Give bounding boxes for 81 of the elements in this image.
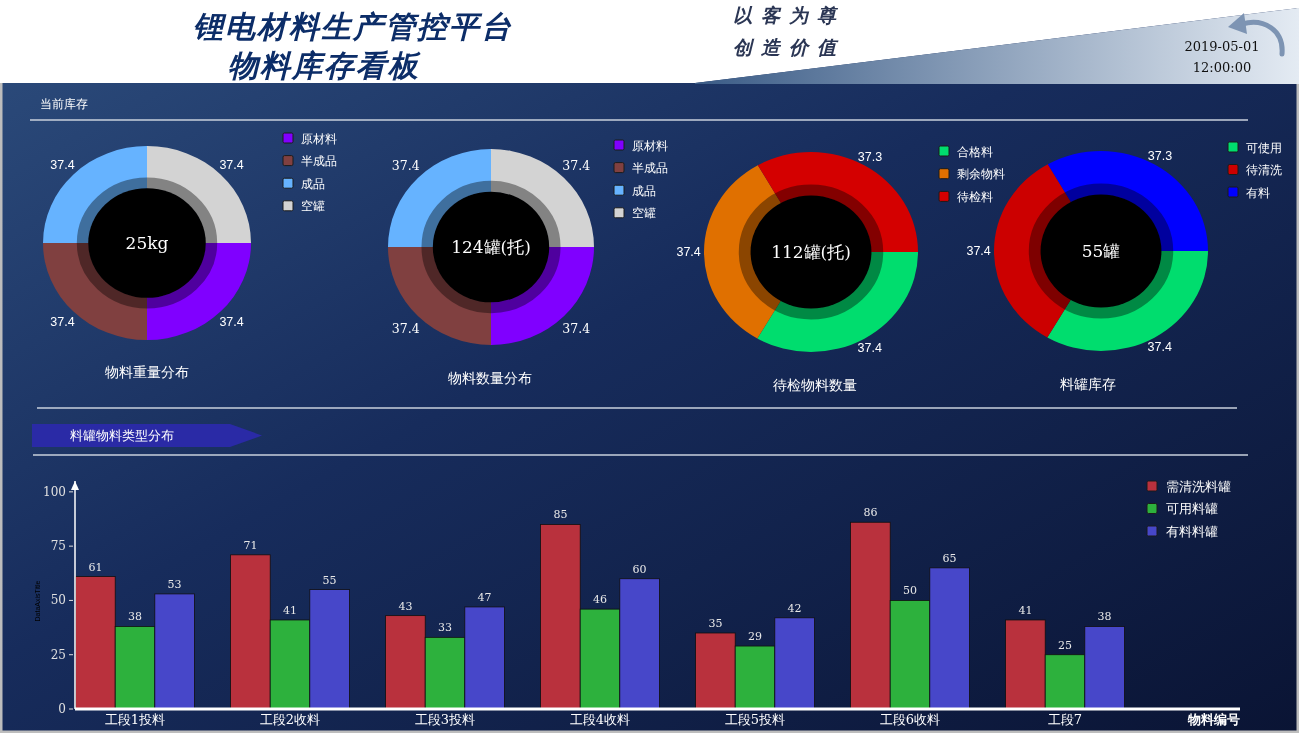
text: 112罐(托) <box>771 242 851 262</box>
data-label: 37.4 <box>219 315 244 330</box>
data-label: 37.4 <box>676 245 701 260</box>
data-label: 33 <box>438 621 452 635</box>
x-tick-label: 工段4收料 <box>569 712 631 727</box>
data-label: 37.4 <box>50 315 75 330</box>
text: 55罐 <box>1081 241 1121 261</box>
legend-label: 有料料罐 <box>1166 523 1218 539</box>
legend-label: 半成品 <box>632 161 668 176</box>
text: 25kg <box>125 233 169 253</box>
data-label: 37.4 <box>857 340 882 355</box>
text: 物料库存看板 <box>228 49 421 82</box>
data-label: 37.3 <box>857 150 883 165</box>
x-tick-label: 工段5投料 <box>724 712 786 727</box>
text: 物料数量分布 <box>448 370 532 386</box>
legend-label: 空罐 <box>632 206 656 221</box>
legend-label: 合格料 <box>957 144 993 159</box>
x-tick-label: 工段6收料 <box>879 712 941 727</box>
data-label: 60 <box>632 562 647 576</box>
legend-label: 有料 <box>1246 185 1270 200</box>
legend-label: 可使用 <box>1246 140 1282 155</box>
data-label: 43 <box>398 599 413 613</box>
text: 124罐(托) <box>451 237 531 257</box>
legend-label: 待清洗 <box>1246 163 1282 177</box>
data-label: 29 <box>748 630 762 644</box>
legend-label: 待检料 <box>957 189 993 204</box>
data-label: 55 <box>322 573 337 587</box>
data-label: 25 <box>1058 638 1072 652</box>
y-tick-label: 100 <box>43 484 66 499</box>
data-label: 61 <box>88 560 103 574</box>
data-label: 41 <box>1018 603 1033 617</box>
x-tick-label: 工段1投料 <box>104 712 166 727</box>
data-label: 37.3 <box>1147 149 1173 164</box>
data-label: 38 <box>1097 610 1112 624</box>
data-label: 85 <box>553 508 568 522</box>
text: 物料重量分布 <box>105 364 189 380</box>
data-label: 35 <box>708 617 723 630</box>
text: 待检物料数量 <box>773 377 857 393</box>
x-tick-label: 工段2收料 <box>259 712 321 727</box>
data-label: 37.4 <box>391 158 420 174</box>
text: 当前库存 <box>40 97 88 111</box>
data-label: 37.4 <box>562 320 591 336</box>
x-tick-label: 工段3投料 <box>414 712 476 727</box>
text: 2019-05-01 <box>1184 39 1260 54</box>
text: 创造价值 <box>733 36 845 58</box>
legend-label: 可用料罐 <box>1166 501 1218 516</box>
data-label: 53 <box>167 577 182 591</box>
data-label: 50 <box>903 584 917 598</box>
data-label: 42 <box>787 601 802 615</box>
x-axis-title: 物料编号 <box>1187 712 1240 727</box>
data-label: 86 <box>863 506 878 520</box>
text: 锂电材料生产管控平台 <box>193 10 513 43</box>
data-label: 46 <box>593 593 607 607</box>
data-label: 37.4 <box>966 244 991 259</box>
legend-label: 原材料 <box>301 131 337 146</box>
data-label: 37.4 <box>391 320 420 336</box>
data-label: 37.4 <box>562 158 591 174</box>
text: 12:00:00 <box>1192 60 1252 75</box>
legend-label: 空罐 <box>301 199 325 214</box>
text: 料罐库存 <box>1060 376 1116 392</box>
data-label: 37.4 <box>219 157 244 172</box>
y-tick-label: 75 <box>50 539 66 554</box>
x-tick-label: 工段7 <box>1047 712 1083 727</box>
data-label: 38 <box>128 610 142 624</box>
data-label: 41 <box>283 603 297 617</box>
legend-label: 成品 <box>632 183 656 198</box>
y-tick-label: 50 <box>50 593 66 608</box>
chart-title: 料罐物料类型分布 <box>70 428 174 443</box>
text: 以客为尊 <box>733 4 845 26</box>
legend-label: 需清洗料罐 <box>1166 478 1231 494</box>
data-label: 47 <box>477 590 492 604</box>
y-tick-label: 0 <box>58 702 66 716</box>
data-label: 65 <box>942 551 957 565</box>
y-tick-label: 25 <box>50 647 66 662</box>
data-label: 37.4 <box>50 157 75 172</box>
legend-label: 剩余物料 <box>957 167 1005 182</box>
legend-label: 原材料 <box>632 138 668 153</box>
data-label: 71 <box>243 538 258 552</box>
legend-label: 成品 <box>301 176 325 191</box>
legend-label: 半成品 <box>301 154 337 169</box>
data-label: 37.4 <box>1147 339 1172 354</box>
